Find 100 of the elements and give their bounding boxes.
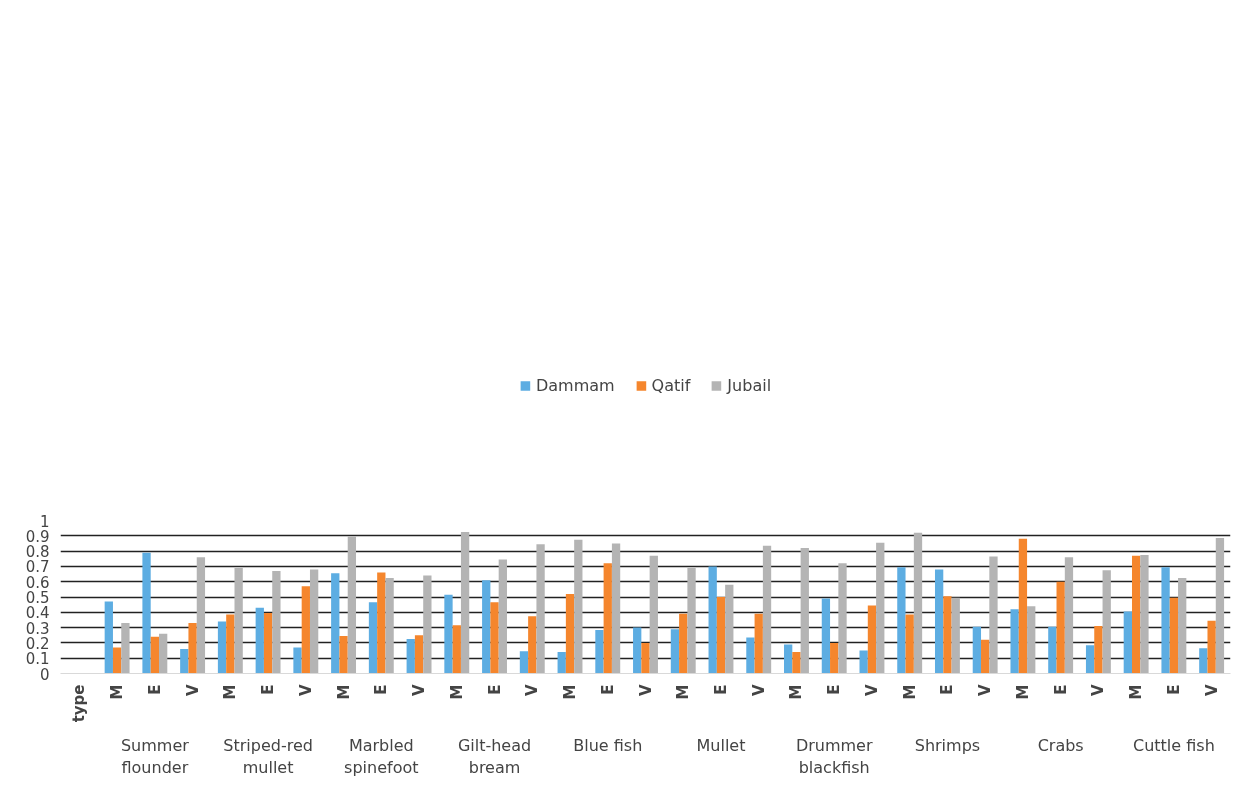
bar: [1085, 645, 1095, 674]
bar: [196, 557, 206, 674]
bar: [989, 556, 998, 674]
x-tick-label: E: [711, 684, 730, 695]
bar: [150, 636, 160, 674]
bar: [784, 644, 793, 674]
x-tick-label: V: [1202, 684, 1221, 697]
bar: [633, 627, 642, 674]
bar: [528, 616, 537, 674]
y-tick-label: 0.5: [25, 589, 50, 607]
bar: [905, 614, 914, 674]
bar: [377, 572, 386, 674]
x-tick-label: M: [1127, 684, 1146, 700]
bar: [1010, 609, 1019, 674]
legend-label: Dammam: [535, 375, 615, 395]
bar: [104, 601, 113, 674]
text: Gilt-head bream: [457, 735, 532, 778]
bar: [897, 567, 906, 674]
bar: [112, 647, 122, 674]
text: Drummer blackfish: [795, 735, 873, 778]
bar: [1215, 538, 1225, 674]
bar: [876, 542, 885, 674]
bar: [859, 650, 868, 674]
x-tick-label: M: [221, 684, 240, 700]
x-tick-label: V: [749, 684, 768, 697]
bar: [641, 642, 650, 674]
bar: [1199, 648, 1208, 674]
bar: [188, 623, 197, 674]
x-tick-label: V: [296, 684, 315, 697]
bar: [1207, 620, 1216, 674]
bar: [1027, 606, 1036, 674]
x-tick-label: E: [145, 684, 164, 695]
bar: [830, 642, 839, 674]
x-tick-label: E: [259, 684, 278, 695]
bar: [498, 559, 507, 674]
x-tick-label: E: [1051, 684, 1070, 695]
x-tick-label: V: [976, 684, 995, 697]
x-tick-label: M: [447, 684, 466, 700]
x-tick-label: E: [372, 684, 391, 695]
bar: [272, 570, 281, 674]
bar: [331, 573, 340, 674]
bar: [1169, 597, 1179, 674]
bar: [1056, 581, 1065, 674]
x-tick-label: E: [938, 684, 957, 695]
bar: [121, 623, 130, 674]
bar: [1123, 611, 1132, 674]
bar: [679, 613, 688, 674]
text: Striped-red mullet: [223, 735, 313, 778]
bar: [746, 637, 755, 674]
text: Shrimps: [914, 735, 981, 755]
bar: [234, 567, 243, 674]
bar: [255, 607, 264, 674]
x-tick-label: V: [1089, 684, 1108, 697]
x-tick-label: M: [1013, 684, 1032, 700]
bar: [142, 552, 151, 674]
bar: [368, 602, 378, 674]
x-tick-label: M: [334, 684, 353, 700]
bar: [716, 597, 726, 674]
bar: [708, 566, 717, 674]
bar: [943, 596, 952, 674]
legend-label: Jubail: [727, 375, 772, 395]
bar: [867, 605, 877, 674]
bar: [725, 584, 734, 674]
bar: [1102, 570, 1111, 674]
bar: [821, 598, 831, 674]
text: Mullet: [696, 735, 746, 755]
bar: [762, 545, 772, 674]
bar: [452, 625, 461, 674]
bar: [670, 629, 680, 674]
bar: [217, 621, 227, 674]
bar: [385, 577, 394, 674]
x-tick-label: E: [825, 684, 844, 695]
bar: [1178, 577, 1187, 674]
bar: [519, 651, 529, 674]
x-tick-label: V: [523, 684, 542, 697]
bar: [800, 548, 809, 674]
text: Summer flounder: [120, 735, 190, 778]
bar: [574, 539, 583, 674]
bar: [444, 594, 453, 674]
bar: [1048, 626, 1057, 674]
bar: [339, 636, 348, 674]
bar: [263, 613, 273, 674]
bar: [1064, 557, 1074, 674]
x-tick-label: type: [70, 684, 89, 723]
bar: [180, 649, 189, 674]
legend-label: Qatif: [651, 375, 691, 395]
text: Crabs: [1037, 735, 1084, 755]
bar: [951, 597, 960, 674]
bar: [1131, 555, 1141, 674]
x-tick-label: E: [598, 684, 617, 695]
bar: [347, 536, 357, 674]
x-tick-label: M: [561, 684, 580, 700]
bar: [595, 629, 604, 674]
x-tick-label: V: [636, 684, 655, 697]
bar: [792, 652, 801, 674]
bar: [934, 569, 944, 674]
bar: [557, 652, 566, 674]
bar: [423, 575, 432, 674]
bar: [226, 614, 235, 674]
x-tick-label: M: [900, 684, 919, 700]
